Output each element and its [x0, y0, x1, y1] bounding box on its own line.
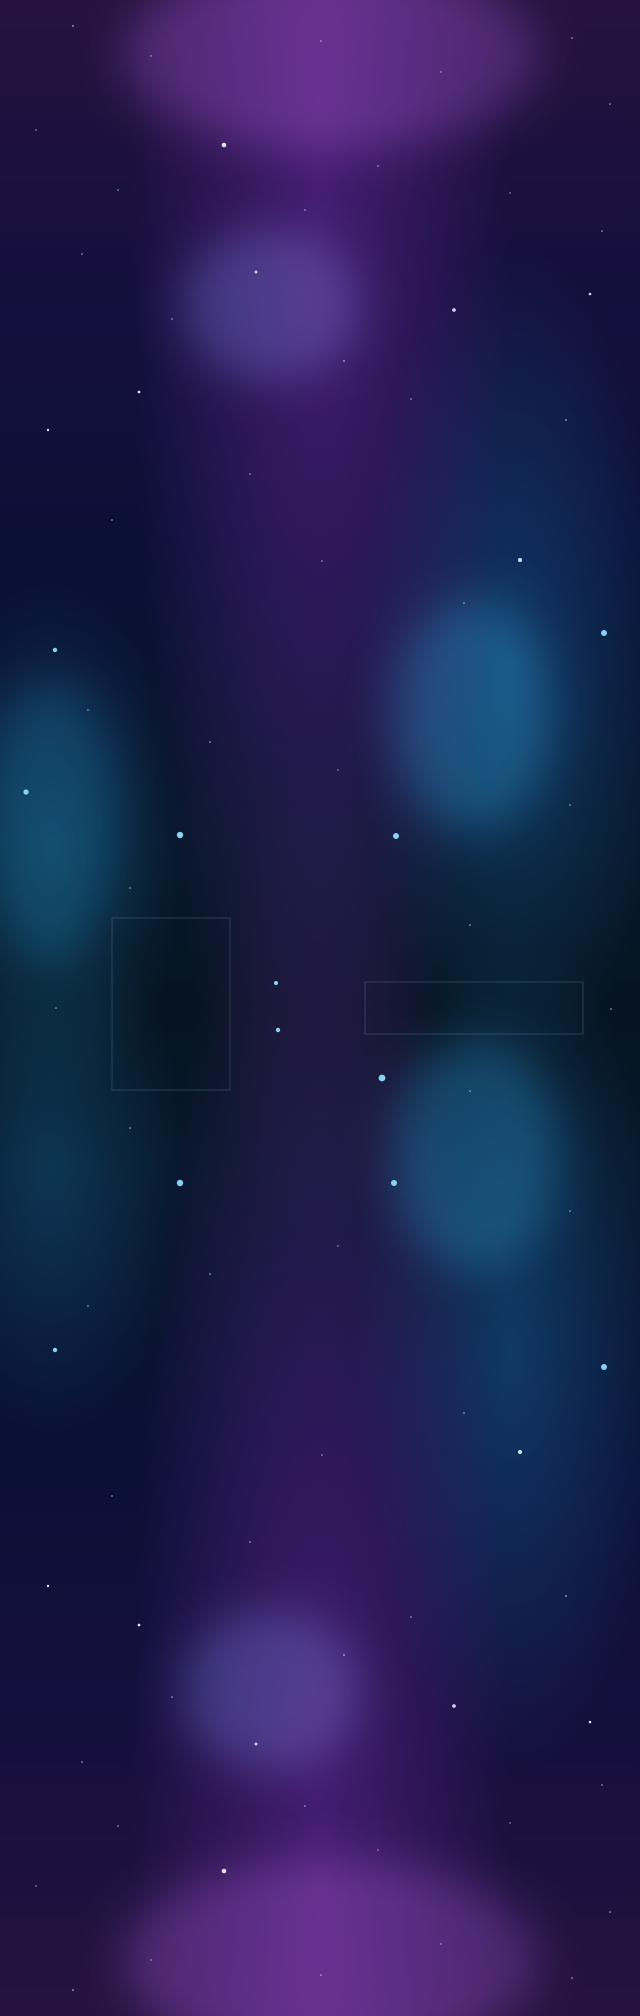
blue-nebula-upper-left: [180, 230, 360, 380]
blue-nebula-mid-left: [0, 680, 120, 960]
purple-nebula-top: [120, 0, 540, 150]
blue-nebula-upper-right: [392, 600, 552, 830]
blue-nebula-lower-left: [180, 1610, 360, 1770]
blue-nebula-mid-right: [390, 1040, 560, 1270]
purple-nebula-bottom: [120, 1860, 540, 2016]
